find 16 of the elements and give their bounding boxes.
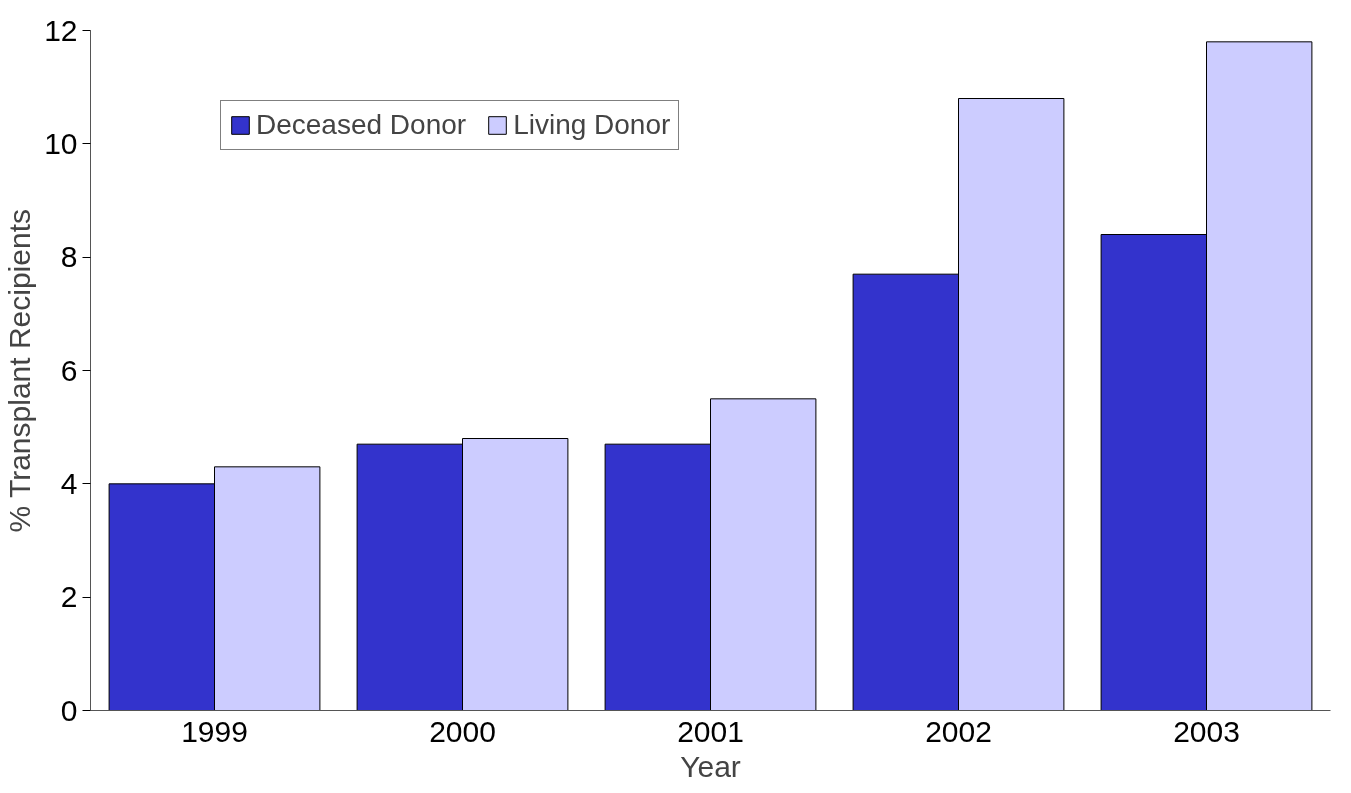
y-tick-label: 10 xyxy=(44,126,78,160)
x-tick-label: 1999 xyxy=(181,714,248,748)
y-tick-label: 6 xyxy=(60,353,78,387)
y-tick-label: 0 xyxy=(60,693,78,727)
x-tick-label: 2000 xyxy=(429,714,496,748)
legend-label: Deceased Donor xyxy=(256,109,467,141)
x-axis-title: Year xyxy=(680,749,741,783)
x-tick-label: 2003 xyxy=(1173,714,1240,748)
y-axis-title: % Transplant Recipients xyxy=(3,209,37,533)
y-tick-label: 8 xyxy=(60,240,78,274)
y-tick-label: 4 xyxy=(60,466,78,500)
x-tick-label: 2001 xyxy=(677,714,744,748)
y-tick-label: 12 xyxy=(44,13,78,47)
y-tick-label: 2 xyxy=(60,580,78,614)
x-tick-label: 2002 xyxy=(925,714,992,748)
legend-label: Living Donor xyxy=(513,109,671,141)
